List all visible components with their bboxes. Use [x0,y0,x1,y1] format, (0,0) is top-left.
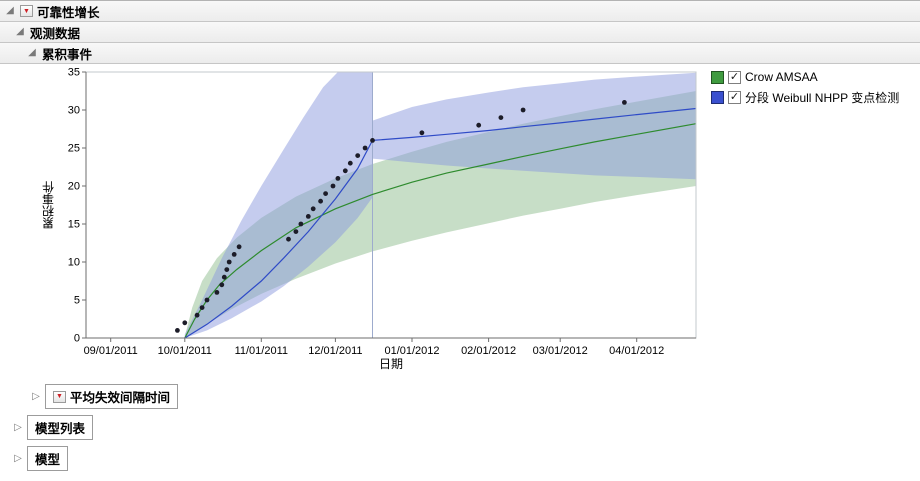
nhpp-confidence-band-1 [184,72,373,338]
observed-event-point[interactable] [318,198,323,204]
observed-event-point[interactable] [194,312,200,318]
legend-item-crow-amsaa: ✓ Crow AMSAA [711,70,899,84]
x-tick-label: 02/01/2012 [461,345,516,357]
x-axis-title: 日期 [379,357,403,370]
section-title-mtbf: 平均失效间隔时间 [70,391,171,405]
disclosure-collapsed-icon[interactable]: ▷ [14,421,22,433]
red-triangle-icon: ▼ [23,7,30,15]
nhpp-curve-segment-2 [372,107,696,141]
x-tick-label: 01/01/2012 [384,345,439,357]
section-title-reliability-growth: 可靠性增长 [37,5,100,20]
observed-event-point[interactable] [347,160,353,166]
observed-event-point[interactable] [498,115,504,120]
checkmark-icon: ✓ [729,91,740,103]
observed-event-point[interactable] [221,274,227,280]
observed-event-point[interactable] [622,100,627,105]
y-tick-label: 15 [68,219,80,231]
observed-event-point[interactable] [520,107,526,113]
legend-item-nhpp: ✓ 分段 Weibull NHPP 变点检测 [711,89,899,106]
y-tick-label: 5 [74,295,80,307]
legend-label-nhpp[interactable]: 分段 Weibull NHPP 变点检测 [745,91,900,105]
series-visibility-checkbox-crow-amsaa[interactable]: ✓ [728,70,741,84]
section-title-cumulative-events: 累积事件 [42,47,93,62]
crow-amsaa-curve [184,123,696,338]
outline-header-cumulative-events[interactable]: ◢ 累积事件 [0,43,920,64]
cumulative-events-chart: 累积事件 0 5 10 15 20 25 30 35 09/01/2011 10/01/2011 1… [0,64,920,370]
legend-label-crow-amsaa[interactable]: Crow AMSAA [745,70,818,84]
observed-event-point[interactable] [214,290,220,295]
observed-event-point[interactable] [182,320,188,326]
observed-event-point[interactable] [231,252,237,257]
x-tick-label: 11/01/2011 [235,345,288,357]
y-tick-label: 0 [74,333,80,345]
red-triangle-icon: ▼ [56,393,63,400]
observed-event-point[interactable] [236,244,242,250]
y-axis-title: 累积事件 [41,181,56,229]
x-tick-label: 04/01/2012 [609,345,664,357]
observed-event-point[interactable] [476,122,482,128]
observed-event-point[interactable] [226,259,232,265]
series-visibility-checkbox-nhpp[interactable]: ✓ [728,91,741,104]
y-tick-label: 10 [68,257,80,269]
observed-event-point[interactable] [370,138,375,143]
disclosure-expanded-icon[interactable]: ◢ [6,5,14,16]
outline-header-observed-data[interactable]: ◢ 观测数据 [0,22,920,43]
model-list-outline-box[interactable]: 模型列表 [27,415,94,440]
section-title-model: 模型 [35,453,61,467]
observed-event-point[interactable] [342,168,348,174]
observed-event-point[interactable] [204,297,210,303]
disclosure-collapsed-icon[interactable]: ▷ [32,390,40,402]
disclosure-expanded-icon[interactable]: ◢ [16,26,24,37]
observed-event-point[interactable] [298,221,304,227]
observed-event-point[interactable] [323,191,328,196]
checkmark-icon: ✓ [729,70,740,83]
outline-header-mtbf: ▷ ▼ 平均失效间隔时间 [30,384,920,409]
y-tick-label: 25 [68,143,80,155]
model-outline-box[interactable]: 模型 [27,446,69,471]
outline-header-model-list: ▷ 模型列表 [12,415,920,440]
observed-event-point[interactable] [219,282,225,288]
observed-event-point[interactable] [419,130,425,136]
outline-header-model: ▷ 模型 [12,446,920,471]
section-title-observed-data: 观测数据 [30,26,81,41]
outline-header-reliability-growth[interactable]: ◢ ▼ 可靠性增长 [0,1,920,22]
plot-legend: ✓ Crow AMSAA ✓ 分段 Weibull NHPP 变点检测 [711,68,899,111]
observed-event-point[interactable] [310,206,316,212]
observed-event-point[interactable] [224,267,230,272]
disclosure-collapsed-icon[interactable]: ▷ [14,452,22,464]
observed-event-point[interactable] [293,229,299,235]
observed-event-point[interactable] [330,183,336,189]
observed-event-point[interactable] [355,153,361,158]
disclosure-expanded-icon[interactable]: ◢ [28,47,36,58]
x-tick-label: 09/01/2011 [84,345,138,357]
observed-event-point[interactable] [335,176,341,181]
y-tick-label: 35 [68,68,80,79]
series-color-swatch-nhpp [711,91,724,104]
observed-event-point[interactable] [199,305,205,310]
series-color-swatch-crow-amsaa [711,70,724,84]
nhpp-curve-segment-1 [184,140,374,338]
x-tick-label: 10/01/2011 [158,345,212,357]
cumulative-events-plot[interactable]: 0 5 10 15 20 25 30 35 09/01/2011 10/01/2011 11/01/… [56,68,701,370]
y-tick-label: 20 [68,181,80,193]
observed-event-point[interactable] [175,328,180,333]
mtbf-outline-box[interactable]: ▼ 平均失效间隔时间 [45,384,179,409]
x-tick-label: 03/01/2012 [533,345,588,357]
x-tick-label: 12/01/2011 [308,345,362,357]
observed-event-point[interactable] [362,145,368,151]
section-title-model-list: 模型列表 [35,422,86,436]
observed-event-point[interactable] [286,236,291,242]
red-triangle-menu-button[interactable]: ▼ [20,5,33,17]
y-tick-label: 30 [68,105,80,117]
observed-event-point[interactable] [305,214,311,219]
red-triangle-menu-button[interactable]: ▼ [53,390,66,403]
